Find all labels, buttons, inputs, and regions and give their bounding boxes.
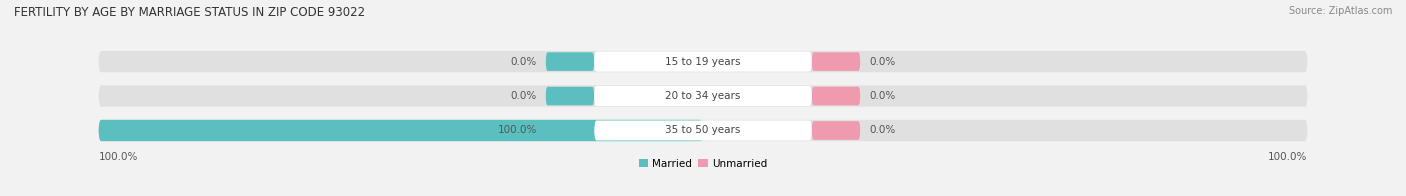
FancyBboxPatch shape — [595, 86, 811, 106]
Text: 0.0%: 0.0% — [869, 125, 896, 135]
Text: 100.0%: 100.0% — [98, 152, 138, 162]
Text: Source: ZipAtlas.com: Source: ZipAtlas.com — [1288, 6, 1392, 16]
FancyBboxPatch shape — [98, 120, 1308, 141]
FancyBboxPatch shape — [98, 120, 703, 141]
Text: 0.0%: 0.0% — [510, 91, 537, 101]
Text: 0.0%: 0.0% — [869, 57, 896, 67]
FancyBboxPatch shape — [595, 121, 811, 141]
Text: FERTILITY BY AGE BY MARRIAGE STATUS IN ZIP CODE 93022: FERTILITY BY AGE BY MARRIAGE STATUS IN Z… — [14, 6, 366, 19]
Text: 0.0%: 0.0% — [510, 57, 537, 67]
FancyBboxPatch shape — [811, 87, 860, 105]
FancyBboxPatch shape — [98, 85, 1308, 107]
FancyBboxPatch shape — [546, 121, 595, 140]
Text: 20 to 34 years: 20 to 34 years — [665, 91, 741, 101]
Text: 100.0%: 100.0% — [1268, 152, 1308, 162]
Text: 15 to 19 years: 15 to 19 years — [665, 57, 741, 67]
Text: 35 to 50 years: 35 to 50 years — [665, 125, 741, 135]
Text: 100.0%: 100.0% — [498, 125, 537, 135]
Text: 0.0%: 0.0% — [869, 91, 896, 101]
FancyBboxPatch shape — [546, 52, 595, 71]
FancyBboxPatch shape — [546, 87, 595, 105]
FancyBboxPatch shape — [595, 52, 811, 72]
Legend: Married, Unmarried: Married, Unmarried — [634, 154, 772, 173]
FancyBboxPatch shape — [811, 121, 860, 140]
FancyBboxPatch shape — [811, 52, 860, 71]
FancyBboxPatch shape — [98, 51, 1308, 72]
